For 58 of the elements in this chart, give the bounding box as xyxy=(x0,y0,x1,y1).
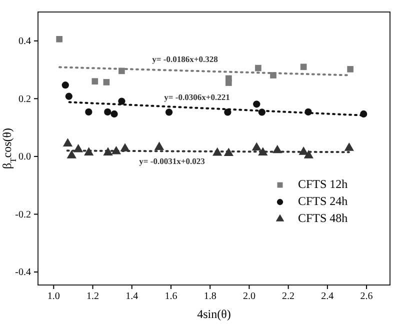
point xyxy=(110,110,118,118)
point xyxy=(111,146,122,154)
y-tick-label: -0.4 xyxy=(15,267,31,278)
x-tick-label: 1.8 xyxy=(204,291,216,302)
point xyxy=(255,64,262,72)
y-tick-label: -0.2 xyxy=(15,209,31,220)
legend-label: CFTS 48h xyxy=(298,210,348,225)
point xyxy=(84,147,94,156)
point xyxy=(224,108,232,116)
point xyxy=(62,82,69,89)
point xyxy=(120,143,130,152)
point xyxy=(154,142,164,150)
annotation: y= -0.0186x+0.328 xyxy=(152,54,218,64)
point xyxy=(103,79,110,86)
point xyxy=(300,64,307,70)
point xyxy=(360,110,368,118)
x-tick-label: 1.0 xyxy=(47,291,60,302)
point xyxy=(212,147,222,156)
point xyxy=(92,78,98,84)
point xyxy=(103,147,113,156)
point xyxy=(226,80,232,86)
point xyxy=(304,108,312,116)
point xyxy=(66,150,76,158)
point xyxy=(253,100,260,108)
point xyxy=(56,36,62,42)
point xyxy=(272,144,282,154)
point xyxy=(347,66,354,72)
point xyxy=(304,150,314,158)
legend-label: CFTS 12h xyxy=(298,176,348,191)
point xyxy=(252,142,262,151)
point xyxy=(118,98,126,105)
point xyxy=(270,72,276,78)
x-tick-label: 2.6 xyxy=(360,291,373,302)
point xyxy=(258,108,266,116)
point xyxy=(104,108,112,116)
x-tick-label: 1.6 xyxy=(164,291,178,302)
point xyxy=(344,142,354,151)
point xyxy=(258,147,268,156)
x-axis-title: 4sin(θ) xyxy=(197,307,231,321)
point xyxy=(298,146,308,155)
x-tick-label: 1.2 xyxy=(86,291,100,302)
y-tick-label: 0.2 xyxy=(18,94,31,105)
point xyxy=(62,138,73,147)
legend-label: CFTS 24h xyxy=(298,194,348,208)
point xyxy=(73,144,84,152)
y-tick-label: 0.0 xyxy=(18,152,31,163)
point xyxy=(224,148,234,156)
x-tick-label: 2.2 xyxy=(282,291,295,302)
point xyxy=(65,92,72,100)
x-tick-label: 2.4 xyxy=(321,291,334,302)
point xyxy=(165,108,173,116)
y-tick-label: 0.4 xyxy=(18,36,31,48)
annotation: y= -0.0031x+0.023 xyxy=(139,156,205,166)
annotation: y= -0.0306x+0.221 xyxy=(164,92,230,102)
point xyxy=(118,68,125,74)
x-tick-label: 2.0 xyxy=(242,291,256,302)
point xyxy=(85,108,92,116)
x-tick-label: 1.4 xyxy=(126,291,138,302)
